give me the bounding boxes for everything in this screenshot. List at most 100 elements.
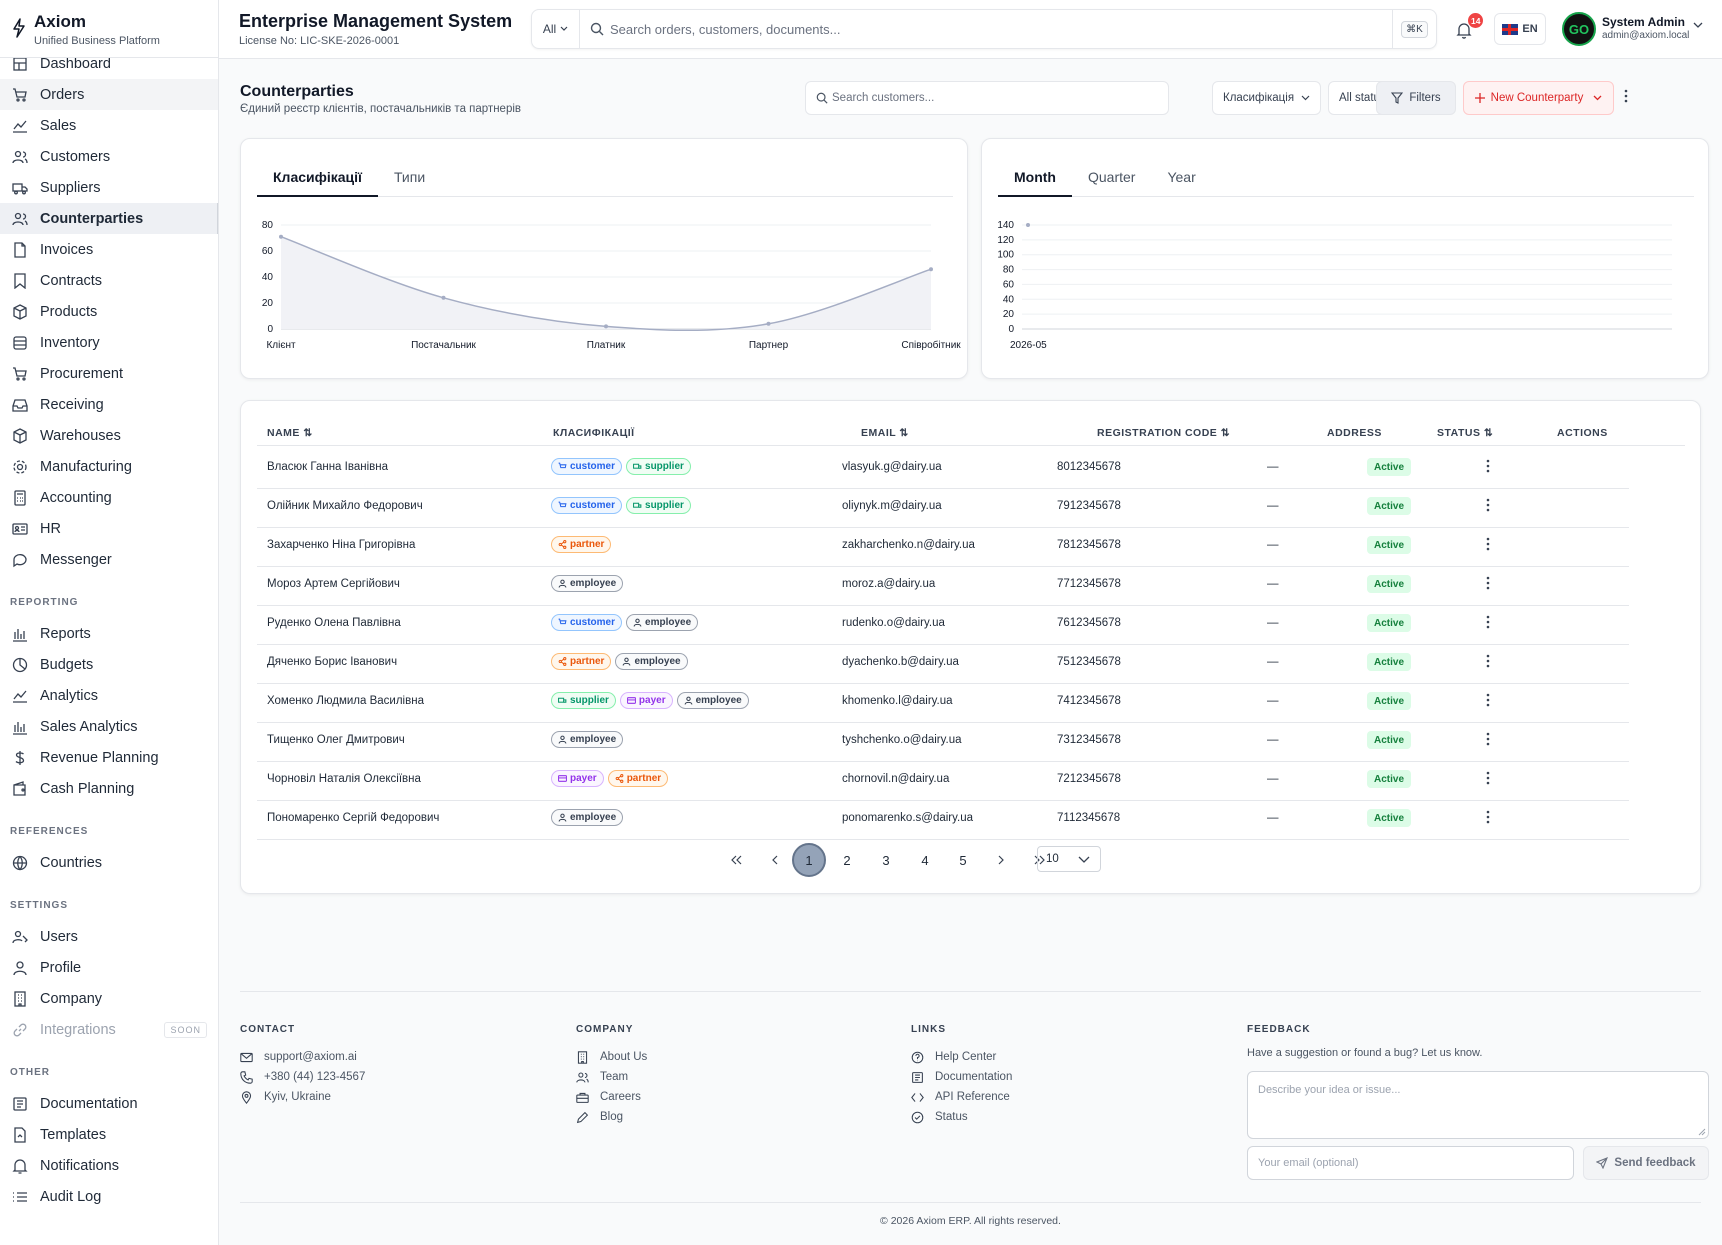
sidebar-item-analytics[interactable]: Analytics	[0, 680, 218, 711]
first-page-button[interactable]	[719, 843, 753, 877]
sidebar-item-orders[interactable]: Orders	[0, 79, 218, 110]
row-actions-icon[interactable]	[1486, 615, 1490, 629]
feedback-textarea[interactable]: Describe your idea or issue...	[1247, 1071, 1709, 1139]
sidebar-item-sales-analytics[interactable]: Sales Analytics	[0, 711, 218, 742]
counterparty-name[interactable]: Тищенко Олег Дмитрович	[267, 734, 405, 746]
counterparty-name[interactable]: Чорновіл Наталія Олексіївна	[267, 773, 421, 785]
new-counterparty-button[interactable]: New Counterparty	[1463, 81, 1614, 115]
global-search-input[interactable]: Search orders, customers, documents...	[610, 22, 841, 37]
classification-select[interactable]: Класифікація	[1212, 81, 1321, 115]
user-name[interactable]: System Admin	[1602, 15, 1685, 29]
footer-link-blog[interactable]: Blog	[576, 1107, 647, 1127]
sidebar-item-notifications[interactable]: Notifications	[0, 1150, 218, 1181]
sidebar-item-warehouses[interactable]: Warehouses	[0, 420, 218, 451]
tab-year[interactable]: Year	[1167, 169, 1196, 185]
sidebar-item-reports[interactable]: Reports	[0, 618, 218, 649]
avatar[interactable]: GO	[1562, 12, 1596, 46]
table-row[interactable]: Руденко Олена Павлівна customer employee …	[257, 602, 1629, 645]
brand[interactable]: Axiom Unified Business Platform	[0, 0, 218, 58]
sidebar-item-suppliers[interactable]: Suppliers	[0, 172, 218, 203]
row-actions-icon[interactable]	[1486, 732, 1490, 746]
sidebar-item-company[interactable]: Company	[0, 983, 218, 1014]
page-size-select[interactable]: 10	[1037, 846, 1101, 872]
sidebar-item-counterparties[interactable]: Counterparties	[0, 203, 218, 234]
sidebar-item-contracts[interactable]: Contracts	[0, 265, 218, 296]
sidebar-item-invoices[interactable]: Invoices	[0, 234, 218, 265]
next-page-button[interactable]	[984, 843, 1018, 877]
column-header-name[interactable]: NAME ⇅	[267, 427, 313, 439]
column-header-registration-code[interactable]: REGISTRATION CODE ⇅	[1097, 427, 1230, 439]
counterparty-name[interactable]: Власюк Ганна Іванівна	[267, 461, 388, 473]
row-actions-icon[interactable]	[1486, 576, 1490, 590]
tab-month[interactable]: Month	[998, 161, 1072, 197]
tab-classifications[interactable]: Класифікації	[257, 161, 378, 197]
sidebar-item-integrations[interactable]: Integrations SOON	[0, 1014, 218, 1045]
sidebar-item-users[interactable]: Users	[0, 921, 218, 952]
counterparty-name[interactable]: Пономаренко Сергій Федорович	[267, 812, 440, 824]
table-row[interactable]: Чорновіл Наталія Олексіївна payer partner…	[257, 758, 1629, 801]
footer-link-about-us[interactable]: About Us	[576, 1047, 647, 1067]
sidebar-item-templates[interactable]: Templates	[0, 1119, 218, 1150]
sidebar-item-profile[interactable]: Profile	[0, 952, 218, 983]
footer-link--380-44-123-4567[interactable]: +380 (44) 123-4567	[240, 1067, 365, 1087]
sidebar-item-products[interactable]: Products	[0, 296, 218, 327]
send-feedback-button[interactable]: Send feedback	[1583, 1146, 1709, 1180]
sidebar-item-messenger[interactable]: Messenger	[0, 544, 218, 575]
sidebar-item-receiving[interactable]: Receiving	[0, 389, 218, 420]
table-row[interactable]: Олійник Михайло Федорович customer suppli…	[257, 485, 1629, 528]
footer-link-support-axiom-ai[interactable]: support@axiom.ai	[240, 1047, 365, 1067]
global-search[interactable]: All Search orders, customers, documents.…	[531, 9, 1437, 49]
sidebar-item-cash-planning[interactable]: Cash Planning	[0, 773, 218, 804]
table-row[interactable]: Дяченко Борис Іванович partner employee d…	[257, 641, 1629, 684]
table-row[interactable]: Мороз Артем Сергійович employee moroz.a@…	[257, 563, 1629, 606]
page-button-5[interactable]: 5	[959, 852, 967, 868]
tab-quarter[interactable]: Quarter	[1087, 169, 1136, 185]
resize-handle-icon[interactable]	[1698, 1128, 1706, 1136]
sidebar-item-customers[interactable]: Customers	[0, 141, 218, 172]
table-row[interactable]: Захарченко Ніна Григорівна partner zakha…	[257, 524, 1629, 567]
footer-link-team[interactable]: Team	[576, 1067, 647, 1087]
counterparty-name[interactable]: Захарченко Ніна Григорівна	[267, 539, 416, 551]
column-header-status[interactable]: STATUS ⇅	[1437, 427, 1493, 439]
counterparty-name[interactable]: Олійник Михайло Федорович	[267, 500, 423, 512]
column-header-email[interactable]: EMAIL ⇅	[861, 427, 909, 439]
row-actions-icon[interactable]	[1486, 693, 1490, 707]
sidebar-item-procurement[interactable]: Procurement	[0, 358, 218, 389]
footer-link-kyiv-ukraine[interactable]: Kyiv, Ukraine	[240, 1087, 365, 1107]
counterparty-name[interactable]: Руденко Олена Павлівна	[267, 617, 401, 629]
table-row[interactable]: Пономаренко Сергій Федорович employee po…	[257, 797, 1629, 840]
sidebar-item-countries[interactable]: Countries	[0, 847, 218, 878]
sidebar-item-revenue-planning[interactable]: Revenue Planning	[0, 742, 218, 773]
sidebar-item-inventory[interactable]: Inventory	[0, 327, 218, 358]
row-actions-icon[interactable]	[1486, 498, 1490, 512]
chevron-down-icon[interactable]	[1693, 22, 1703, 29]
sidebar-item-manufacturing[interactable]: Manufacturing	[0, 451, 218, 482]
counterparty-name[interactable]: Дяченко Борис Іванович	[267, 656, 398, 668]
footer-link-api-reference[interactable]: API Reference	[911, 1087, 1012, 1107]
tab-types[interactable]: Типи	[393, 169, 426, 185]
page-button-1[interactable]: 1	[792, 843, 826, 877]
row-actions-icon[interactable]	[1486, 537, 1490, 551]
footer-link-careers[interactable]: Careers	[576, 1087, 647, 1107]
sidebar-item-sales[interactable]: Sales	[0, 110, 218, 141]
sidebar-item-documentation[interactable]: Documentation	[0, 1088, 218, 1119]
page-button-2[interactable]: 2	[843, 852, 851, 868]
feedback-email-input[interactable]: Your email (optional)	[1247, 1146, 1574, 1180]
footer-link-documentation[interactable]: Documentation	[911, 1067, 1012, 1087]
counterparty-name[interactable]: Хоменко Людмила Василівна	[267, 695, 424, 707]
row-actions-icon[interactable]	[1486, 459, 1490, 473]
row-actions-icon[interactable]	[1486, 810, 1490, 824]
sidebar-item-accounting[interactable]: Accounting	[0, 482, 218, 513]
footer-link-help-center[interactable]: Help Center	[911, 1047, 1012, 1067]
counterparty-name[interactable]: Мороз Артем Сергійович	[267, 578, 400, 590]
more-options-icon[interactable]	[1624, 89, 1628, 103]
page-button-3[interactable]: 3	[882, 852, 890, 868]
table-row[interactable]: Хоменко Людмила Василівна supplier payer e…	[257, 680, 1629, 723]
sidebar-item-hr[interactable]: HR	[0, 513, 218, 544]
footer-link-status[interactable]: Status	[911, 1107, 1012, 1127]
prev-page-button[interactable]	[757, 843, 791, 877]
sidebar-item-audit-log[interactable]: Audit Log	[0, 1181, 218, 1212]
row-actions-icon[interactable]	[1486, 654, 1490, 668]
table-row[interactable]: Тищенко Олег Дмитрович employee tyshchen…	[257, 719, 1629, 762]
filters-button[interactable]: Filters	[1376, 81, 1456, 115]
